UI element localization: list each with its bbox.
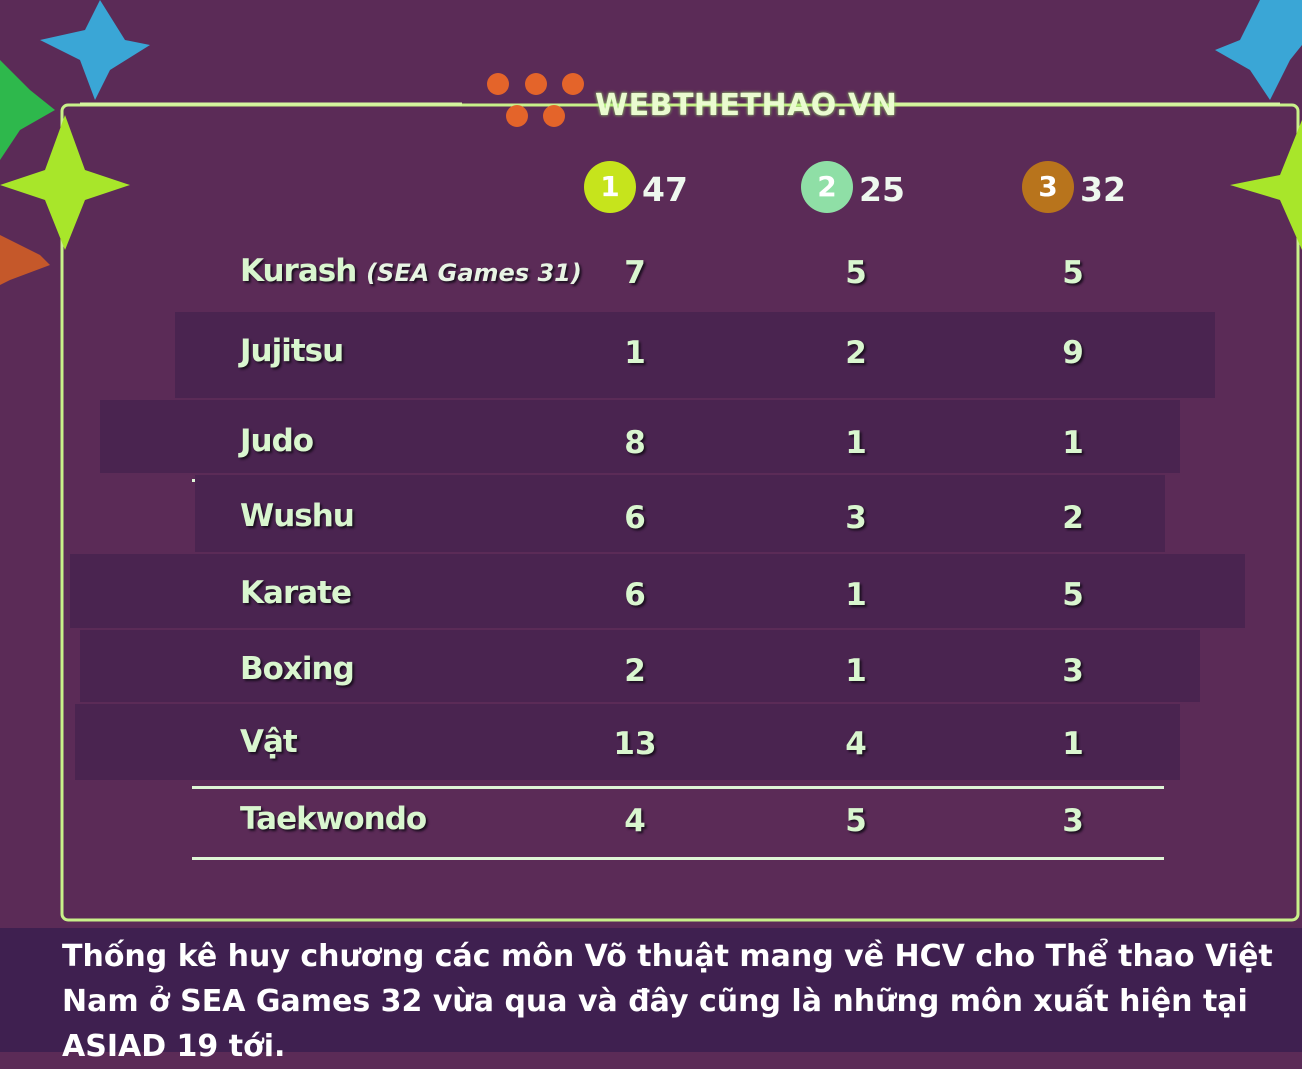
sport-name: Kurash (SEA Games 31) <box>240 253 582 289</box>
logo-dot <box>487 73 509 95</box>
medal-total: 25 <box>859 170 905 209</box>
medal-count: 3 <box>1062 653 1084 689</box>
row-background <box>70 554 1245 628</box>
logo-dot <box>525 73 547 95</box>
star <box>0 235 50 285</box>
star <box>0 60 55 160</box>
medal-count: 2 <box>845 335 867 371</box>
medal-count: 9 <box>1062 335 1084 371</box>
row-background <box>195 475 1165 552</box>
row-background <box>100 400 1180 473</box>
logo-dot <box>543 105 565 127</box>
medal-icon: 1 <box>584 161 636 213</box>
medal-count: 3 <box>845 500 867 536</box>
frame <box>60 103 1300 922</box>
logo-dot <box>506 105 528 127</box>
row-background <box>80 630 1200 702</box>
sport-name: Karate <box>240 575 352 611</box>
sport-name: Taekwondo <box>240 801 427 837</box>
medal-count: 5 <box>1062 577 1084 613</box>
medal-count: 1 <box>624 335 646 371</box>
medal-count: 5 <box>845 803 867 839</box>
logo-dot <box>562 73 584 95</box>
medal-total: 47 <box>642 170 688 209</box>
brand: WEBTHETHAO.VN <box>595 88 898 123</box>
star <box>1230 120 1302 250</box>
medal-icon: 3 <box>1022 161 1074 213</box>
sport-name: Vật <box>240 724 298 760</box>
medal-count: 1 <box>845 425 867 461</box>
row-background <box>175 312 1215 398</box>
medal-count: 1 <box>1062 425 1084 461</box>
sport-note: (SEA Games 31) <box>366 259 582 287</box>
sport-name: Judo <box>240 423 314 459</box>
medal-count: 4 <box>624 803 646 839</box>
medal-count: 5 <box>1062 255 1084 291</box>
row-divider <box>192 857 1164 860</box>
medal-count: 3 <box>1062 803 1084 839</box>
caption-band <box>0 928 1302 1052</box>
sport-name: Boxing <box>240 651 355 687</box>
sport-name: Jujitsu <box>240 333 344 369</box>
medal-count: 1 <box>845 577 867 613</box>
row-background <box>75 704 1180 780</box>
row-divider <box>192 786 1164 789</box>
sport-name: Wushu <box>240 498 355 534</box>
medal-count: 8 <box>624 425 646 461</box>
medal-count: 5 <box>845 255 867 291</box>
medal-count: 7 <box>624 255 646 291</box>
medal-icon: 2 <box>801 161 853 213</box>
star <box>40 0 150 100</box>
star <box>0 115 130 250</box>
caption: Thống kê huy chương các môn Võ thuật man… <box>62 939 1273 1064</box>
medal-count: 1 <box>845 653 867 689</box>
medal-count: 4 <box>845 726 867 762</box>
star <box>1215 0 1302 100</box>
medal-count: 2 <box>1062 500 1084 536</box>
medal-count: 6 <box>624 500 646 536</box>
medal-count: 1 <box>1062 726 1084 762</box>
medal-total: 32 <box>1080 170 1126 209</box>
medal-count: 6 <box>624 577 646 613</box>
medal-count: 13 <box>613 726 657 762</box>
medal-count: 2 <box>624 653 646 689</box>
